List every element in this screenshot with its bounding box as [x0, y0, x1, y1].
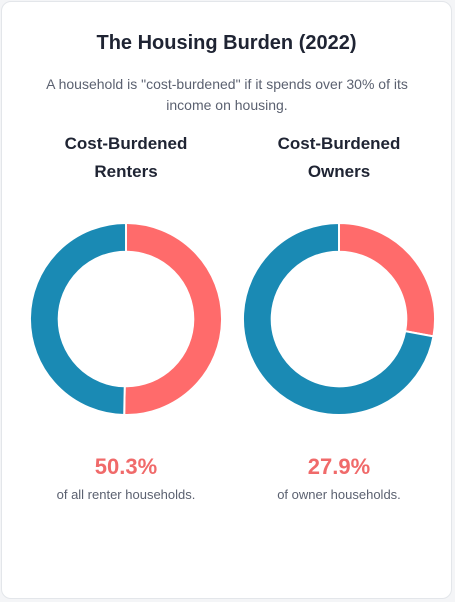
- chart-subtitle: A household is "cost-burdened" if it spe…: [46, 76, 408, 113]
- owners-donut: [242, 221, 437, 416]
- not-burdened-slice: [242, 221, 435, 416]
- owners-percentage: 27.9%: [307, 454, 371, 479]
- owners-heading: Cost-Burdened Owners: [277, 134, 401, 181]
- renters-percentage: 50.3%: [94, 454, 158, 479]
- burdened-slice: [123, 221, 224, 417]
- renters-panel: Cost-Burdened Renters 50.3% of all rente…: [21, 130, 231, 502]
- renters-donut: [29, 221, 224, 417]
- renters-description: of all renter households.: [56, 487, 196, 502]
- not-burdened-slice: [29, 221, 127, 417]
- owners-description: of owner households.: [277, 487, 401, 502]
- owners-panel: Cost-Burdened Owners 27.9% of owner hous…: [234, 130, 444, 502]
- burdened-slice: [338, 221, 437, 338]
- chart-title: The Housing Burden (2022): [96, 32, 357, 54]
- renters-heading: Cost-Burdened Renters: [64, 134, 188, 181]
